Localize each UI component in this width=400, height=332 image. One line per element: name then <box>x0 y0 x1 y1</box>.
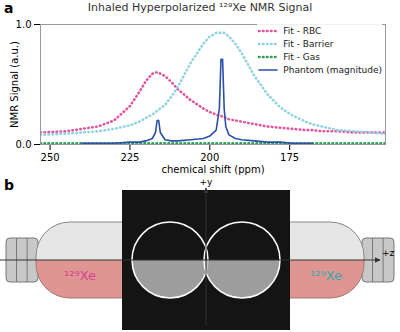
svg-text:chemical shift (ppm): chemical shift (ppm) <box>161 164 264 175</box>
svg-text:¹²⁹Xe: ¹²⁹Xe <box>310 268 342 283</box>
svg-text:175: 175 <box>280 152 299 163</box>
svg-text:b: b <box>4 177 14 193</box>
html-text:Fit - Barrier: Fit - Barrier <box>283 38 334 49</box>
svg-text:+y: +y <box>200 177 214 187</box>
html-text:Inhaled Hyperpolarized ¹²⁹Xe N: Inhaled Hyperpolarized ¹²⁹Xe NMR Signal <box>87 1 313 14</box>
svg-text:0.0: 0.0 <box>16 139 32 150</box>
svg-text:1.0: 1.0 <box>16 19 32 30</box>
svg-text:NMR Signal (a.u.): NMR Signal (a.u.) <box>9 41 20 128</box>
html-text:Phantom (magnitude): Phantom (magnitude) <box>283 64 382 75</box>
html-text:Fit - RBC: Fit - RBC <box>283 25 322 36</box>
html-text:a: a <box>4 0 14 16</box>
html-text:Fit - Gas: Fit - Gas <box>283 51 320 62</box>
svg-text:¹²⁹Xe: ¹²⁹Xe <box>64 268 96 283</box>
svg-text:250: 250 <box>41 152 60 163</box>
svg-text:225: 225 <box>120 152 139 163</box>
svg-text:+z: +z <box>382 248 395 258</box>
svg-text:200: 200 <box>200 152 219 163</box>
